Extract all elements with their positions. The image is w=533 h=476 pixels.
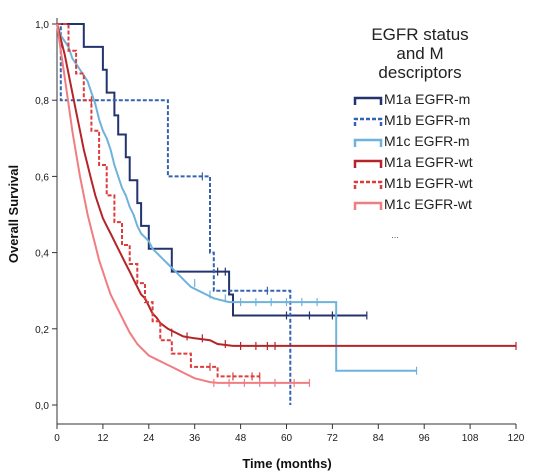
series-line-m1a-egfr-wt bbox=[56, 23, 516, 347]
legend-swatch-m1a-egfr-wt bbox=[353, 159, 383, 168]
legend-title-line-1: EGFR status bbox=[371, 25, 468, 44]
x-tick-label: 60 bbox=[281, 433, 293, 444]
series-line-m1c-egfr-m bbox=[56, 23, 417, 372]
legend-swatch-m1c-egfr-m bbox=[353, 138, 383, 147]
x-tick-label: 84 bbox=[373, 433, 385, 444]
x-tick-label: 96 bbox=[419, 433, 431, 444]
legend-swatch-m1b-egfr-wt bbox=[353, 180, 383, 189]
y-tick-label: 0,8 bbox=[35, 96, 49, 107]
legend-title-line-3: descriptors bbox=[378, 63, 461, 82]
legend-label-m1b-egfr-m: M1b EGFR-m bbox=[384, 112, 470, 128]
x-tick-label: 108 bbox=[462, 433, 479, 444]
series-line-m1b-egfr-m bbox=[57, 23, 292, 405]
x-tick-label: 72 bbox=[327, 433, 339, 444]
x-tick-label: 12 bbox=[97, 433, 109, 444]
y-tick-label: 1,0 bbox=[35, 20, 49, 31]
y-axis-title: Overall Survival bbox=[6, 165, 21, 263]
y-tick-label: 0,2 bbox=[35, 325, 49, 336]
legend-title-line-2: and M bbox=[396, 44, 443, 63]
legend-swatch-m1c-egfr-wt bbox=[353, 201, 383, 210]
legend-swatch-m1a-egfr-m bbox=[353, 96, 383, 105]
x-axis-title: Time (months) bbox=[242, 456, 331, 471]
series-layer bbox=[56, 23, 517, 405]
legend-label-m1c-egfr-m: M1c EGFR-m bbox=[384, 133, 470, 149]
y-tick-label: 0,6 bbox=[35, 172, 49, 183]
axes-layer: 0 12 24 36 48 60 72 84 96 108 120 0,0 0,2 0,4 0,6 0,8 1,… bbox=[35, 18, 525, 444]
legend: EGFR status and M descriptors ... M1a EG… bbox=[353, 25, 473, 240]
legend-swatch-m1b-egfr-m bbox=[353, 117, 383, 126]
x-tick-label: 24 bbox=[143, 433, 155, 444]
series-line-m1c-egfr-wt bbox=[56, 23, 310, 384]
x-tick-label: 120 bbox=[508, 433, 525, 444]
y-tick-label: 0,0 bbox=[35, 401, 49, 412]
x-tick-label: 0 bbox=[54, 433, 60, 444]
legend-label-m1a-egfr-wt: M1a EGFR-wt bbox=[384, 154, 473, 170]
y-tick-label: 0,4 bbox=[35, 249, 49, 260]
legend-label-m1a-egfr-m: M1a EGFR-m bbox=[384, 91, 470, 107]
series-line-m1a-egfr-m bbox=[57, 23, 367, 317]
series-line-m1b-egfr-wt bbox=[57, 23, 260, 378]
x-tick-label: 36 bbox=[189, 433, 201, 444]
legend-more-indicator: ... bbox=[391, 230, 399, 240]
legend-label-m1c-egfr-wt: M1c EGFR-wt bbox=[384, 196, 472, 212]
legend-label-m1b-egfr-wt: M1b EGFR-wt bbox=[384, 175, 473, 191]
x-tick-label: 48 bbox=[235, 433, 247, 444]
